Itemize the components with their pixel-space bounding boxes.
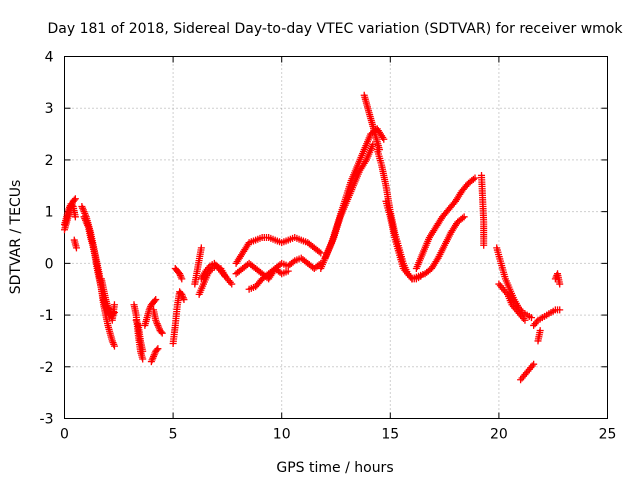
data-point [530,360,538,368]
data-point [315,248,323,256]
y-tick-label: 3 [45,101,54,117]
data-point [527,314,535,322]
data-point [151,297,159,305]
data-point [139,347,147,355]
data-marks [61,91,564,384]
data-point [380,135,388,143]
y-tick-label: -2 [40,360,54,376]
data-point [284,267,292,275]
data-point [536,327,544,335]
data-point [139,355,147,363]
data-point [178,275,186,283]
data-point [556,280,564,288]
data-point [70,196,78,204]
y-tick-label: 0 [45,256,54,272]
y-tick-label: -3 [40,412,54,428]
y-axis-label: SDTVAR / TECUs [8,180,24,295]
data-point [556,306,564,314]
data-point [152,296,160,304]
data-point [110,342,118,350]
data-point [71,213,79,221]
x-tick-label: 25 [599,427,617,443]
x-tick-label: 0 [60,427,69,443]
y-tick-label: 4 [45,50,54,66]
x-tick-label: 20 [490,427,508,443]
data-point [110,301,118,309]
x-axis-label: GPS time / hours [276,460,393,476]
x-tick-label: 5 [169,427,178,443]
data-point [197,244,205,252]
data-point [289,258,297,266]
grid [64,56,608,419]
data-point [480,241,488,249]
y-tick-label: 1 [45,205,54,221]
x-tick-label: 15 [381,427,399,443]
data-point [317,249,325,257]
data-point [228,280,236,288]
data-point [68,201,76,209]
data-point [460,213,468,221]
data-point [71,195,79,203]
data-point [180,296,188,304]
data-point [459,214,467,222]
plot-frame [64,56,608,419]
data-point [158,329,166,337]
y-tick-label: 2 [45,153,54,169]
data-point [72,244,80,252]
data-point [153,346,161,354]
data-point [471,174,479,182]
data-point [469,175,477,183]
ticks: 0 5 10 15 20 25 -3 -2 -1 0 1 2 3 4 [40,50,617,443]
chart-title: Day 181 of 2018, Sidereal Day-to-day VTE… [48,21,624,37]
y-tick-label: -1 [40,308,54,324]
data-point [521,316,529,324]
data-point [157,328,165,336]
x-tick-label: 10 [273,427,291,443]
data-point [154,345,162,353]
